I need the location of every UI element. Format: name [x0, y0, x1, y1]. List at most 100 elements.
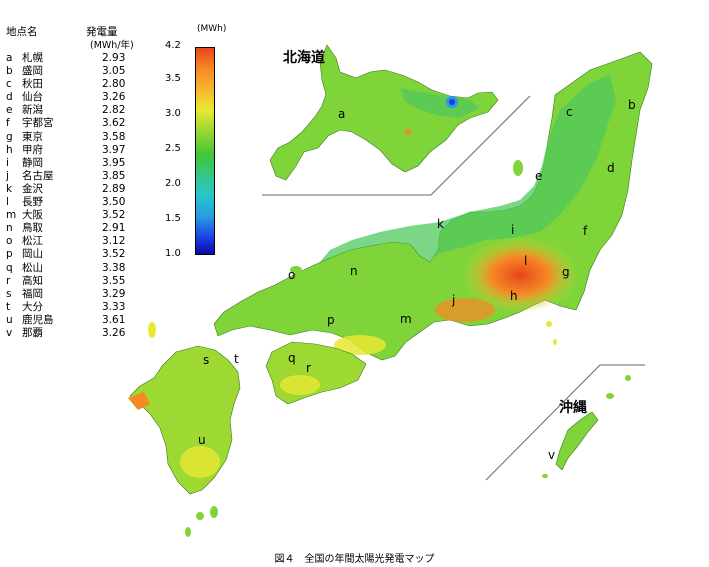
- legend-value: 3.29: [102, 287, 126, 300]
- legend-letter: n: [6, 222, 13, 235]
- map-letter-q: q: [288, 351, 296, 365]
- kyushu-west-hot-zone: [128, 392, 150, 410]
- colorbar-tick-label: 1.5: [165, 213, 181, 224]
- legend-value: 2.82: [102, 104, 126, 117]
- legend-letter: c: [6, 78, 12, 91]
- legend-header-value: 発電量: [86, 26, 118, 38]
- legend-row: s 福岡 3.29: [6, 288, 156, 301]
- okinawa-island: [555, 411, 599, 471]
- legend-site-name: 甲府: [22, 143, 43, 156]
- map-letter-p: p: [327, 313, 335, 327]
- colorbar-tick-label: 4.2: [165, 40, 181, 51]
- yakushima-island: [196, 512, 204, 520]
- legend-value: 3.52: [102, 248, 126, 261]
- hokkaido-island: [269, 44, 499, 181]
- figure-caption: 図４ 全国の年間太陽光発電マップ: [274, 554, 435, 565]
- map-letter-g: g: [562, 265, 570, 279]
- legend-letter: m: [6, 209, 17, 222]
- legend-site-name: 大阪: [22, 209, 43, 222]
- legend-site-name: 札幌: [22, 52, 43, 64]
- legend-value: 3.95: [102, 156, 126, 169]
- map-letter-v: v: [548, 448, 555, 462]
- map-letter-u: u: [198, 433, 206, 447]
- legend-letter: l: [6, 196, 9, 209]
- legend-site-name: 静岡: [22, 156, 43, 169]
- colorbar-tick-label: 3.5: [165, 73, 181, 84]
- legend-site-name: 松江: [22, 235, 43, 248]
- kanto-high-zone: [462, 237, 578, 313]
- shikoku-high-zone: [280, 375, 320, 395]
- map-letter-b: b: [628, 98, 636, 112]
- legend-letter: g: [6, 130, 13, 143]
- legend-site-name: 福岡: [22, 287, 43, 300]
- colorbar-tick-label: 1.0: [165, 248, 181, 259]
- legend-letter: d: [6, 91, 13, 104]
- legend-letter: b: [6, 65, 13, 78]
- izu-island-2: [553, 339, 557, 345]
- legend-row: p 岡山 3.52: [6, 248, 156, 261]
- legend-value: 2.80: [102, 78, 126, 91]
- legend-value: 2.93: [102, 52, 126, 64]
- chubu-high-zone: [435, 298, 495, 322]
- colorbar-tick-label: 2.5: [165, 143, 181, 154]
- okinawa-inset-divider: [485, 364, 601, 481]
- map-letter-d: d: [607, 161, 615, 175]
- legend-site-name: 名古屋: [22, 169, 54, 182]
- legend-letter: i: [6, 156, 9, 169]
- legend-site-name: 鹿児島: [22, 313, 54, 326]
- legend-site-name: 金沢: [22, 182, 43, 195]
- map-letter-f: f: [583, 224, 588, 238]
- legend-site-name: 東京: [22, 130, 43, 143]
- map-letter-o: o: [288, 268, 295, 282]
- tanegashima-island: [210, 506, 218, 518]
- legend-letter: j: [6, 169, 9, 182]
- hokkaido-warm-spot: [405, 129, 411, 135]
- legend-row: o 松江 3.12: [6, 235, 156, 248]
- legend-site-name: 高知: [22, 274, 43, 287]
- map-letter-l: l: [524, 254, 527, 268]
- legend-site-name: 岡山: [22, 248, 43, 261]
- map-letter-a: a: [338, 107, 345, 121]
- legend-rows: a 札幌 2.93 b 盛岡 3.05 c 秋田 2.80 d 仙台 3.26 e 新潟 2.82 f 宇都宮 3…: [6, 52, 156, 340]
- legend-row: c 秋田 2.80: [6, 78, 156, 91]
- legend-row: r 高知 3.55: [6, 275, 156, 288]
- hokkaido-east-zone: [400, 88, 480, 118]
- map-letter-k: k: [437, 217, 444, 231]
- okinawa-small-island-1: [606, 393, 614, 399]
- legend-letter: o: [6, 235, 13, 248]
- legend-row: f 宇都宮 3.62: [6, 117, 156, 130]
- legend-row: n 鳥取 2.91: [6, 222, 156, 235]
- legend-row: h 甲府 3.97: [6, 144, 156, 157]
- legend-letter: r: [6, 274, 11, 287]
- hokkaido-inset-divider-diagonal: [430, 95, 531, 196]
- legend-unit: (MWh/年): [90, 40, 134, 51]
- legend-value: 3.12: [102, 235, 126, 248]
- legend-letter: a: [6, 52, 13, 64]
- legend-site-name: 盛岡: [22, 65, 43, 78]
- legend-value: 3.38: [102, 261, 126, 274]
- legend-value: 3.97: [102, 143, 126, 156]
- map-letter-n: n: [350, 264, 358, 278]
- legend-letter: e: [6, 104, 13, 117]
- legend-row: q 松山 3.38: [6, 262, 156, 275]
- legend-row: a 札幌 2.93: [6, 52, 156, 65]
- legend-value: 3.52: [102, 209, 126, 222]
- legend-letter: p: [6, 248, 13, 261]
- colorbar-tick-label: 3.0: [165, 108, 181, 119]
- amami-island: [185, 527, 191, 537]
- kyushu-south-zone: [180, 446, 220, 478]
- legend-row: g 東京 3.58: [6, 131, 156, 144]
- legend-site-name: 秋田: [22, 78, 43, 91]
- map-letter-s: s: [203, 353, 209, 367]
- legend-site-name: 宇都宮: [22, 117, 54, 130]
- legend-row: k 金沢 2.89: [6, 183, 156, 196]
- map-letter-j: j: [451, 293, 455, 307]
- legend-unit-row: (MWh/年): [6, 39, 156, 52]
- map-letter-t: t: [234, 352, 239, 366]
- hokkaido-low-core: [449, 99, 455, 105]
- legend-site-name: 松山: [22, 261, 43, 274]
- region-label-hokkaido: 北海道: [283, 50, 325, 66]
- legend-value: 3.26: [102, 326, 126, 339]
- legend-site-name: 鳥取: [22, 222, 43, 235]
